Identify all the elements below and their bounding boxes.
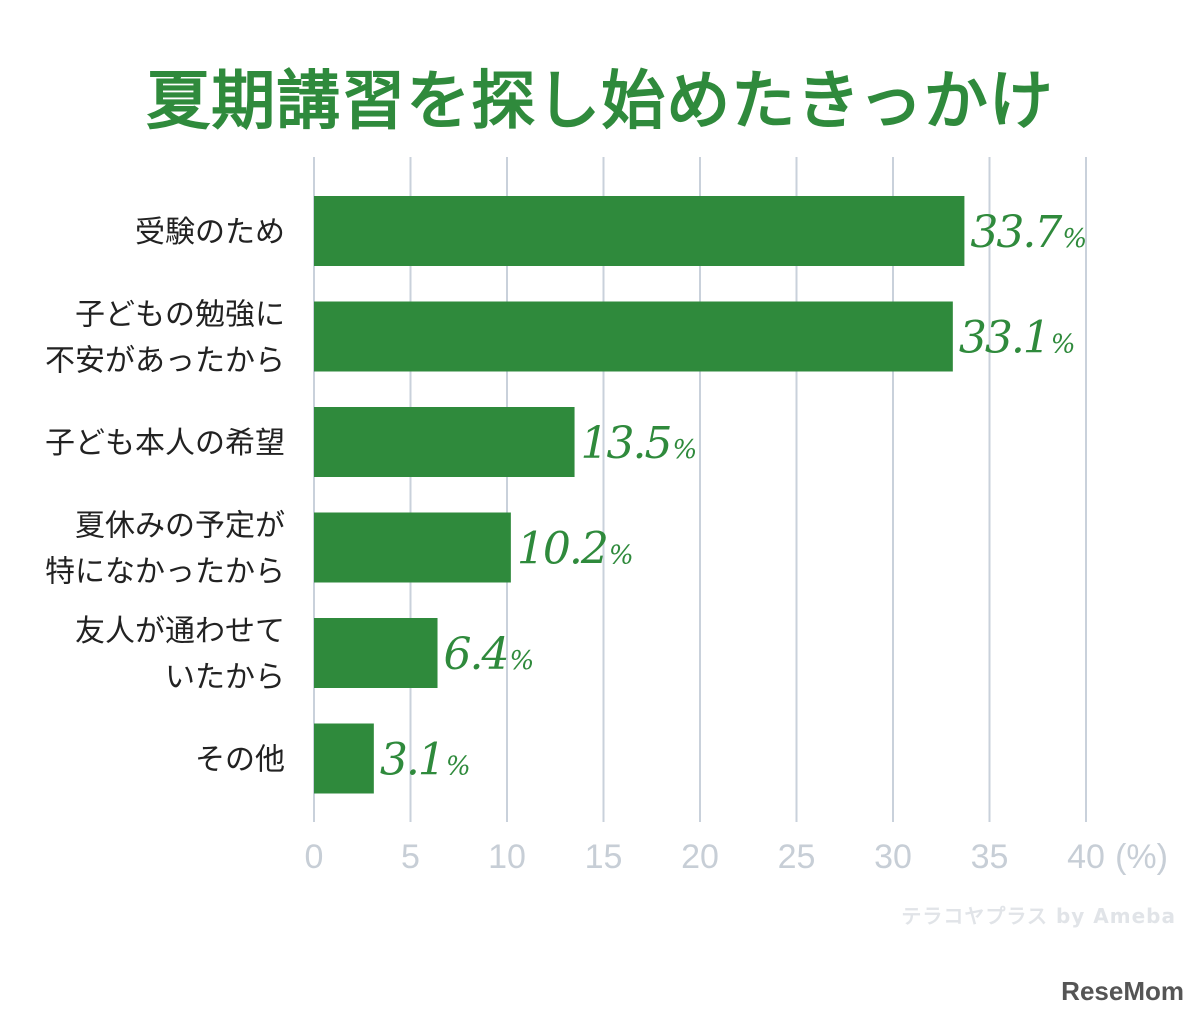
data-label-value: 6.4 [444,629,508,680]
x-tick-label: 30 [874,838,912,876]
bars [314,196,965,794]
x-tick-label: 15 [585,838,623,876]
data-label-value: 3.1 [380,735,444,786]
category-label: 受験のため [135,215,285,250]
x-unit-label: (%) [1115,838,1168,876]
data-label: 6.4% [444,629,533,680]
category-label: 子ども本人の希望 [45,426,285,461]
data-label-suffix: % [1051,330,1074,360]
bar [314,723,374,794]
category-label: いたから [165,660,285,695]
resemom-logo: ReseMom [1061,976,1184,1006]
bar [314,618,438,688]
bar [314,301,953,372]
data-label-suffix: % [1062,224,1085,254]
data-label: 33.1% [959,313,1074,364]
x-tick-label: 25 [778,838,816,876]
category-label: 夏休みの予定が [75,509,285,544]
x-tick-label: 35 [971,838,1009,876]
data-label-value: 33.1 [959,313,1049,364]
data-label: 33.7% [970,207,1085,258]
bar [314,512,511,583]
category-label: 不安があったから [45,344,285,379]
gridlines [313,157,1087,822]
data-label-suffix: % [673,435,696,465]
data-label-value: 13.5 [581,418,671,469]
x-axis-ticks: 0 5 10 15 20 25 30 35 40 (%) [305,838,1168,876]
chart-title: 夏期講習を探し始めたきっかけ [146,65,1054,139]
x-tick-label: 0 [305,838,324,876]
bar [314,407,575,477]
x-tick-label: 5 [401,838,420,876]
data-label: 3.1% [380,735,469,786]
data-label-value: 33.7 [970,207,1062,258]
x-tick-label: 10 [488,838,526,876]
x-tick-label: 40 [1067,838,1105,876]
category-label: その他 [195,743,285,778]
category-label: 子どもの勉強に [75,298,285,333]
data-label: 10.2% [517,524,632,575]
data-label-value: 10.2 [517,524,607,575]
value-labels: 33.7%33.1%13.5%10.2%6.4%3.1% [380,207,1088,786]
data-label-suffix: % [510,646,533,676]
x-tick-label: 20 [681,838,719,876]
data-label-suffix: % [446,752,469,782]
data-label-suffix: % [609,541,632,571]
terakoya-plus-watermark: テラコヤプラス by Ameba [901,904,1176,928]
data-label: 13.5% [581,418,696,469]
category-label: 友人が通わせて [75,614,285,649]
bar [314,196,965,266]
category-label: 特になかったから [45,555,285,590]
category-labels: 受験のため子どもの勉強に不安があったから子ども本人の希望夏休みの予定が特になかっ… [45,215,285,778]
